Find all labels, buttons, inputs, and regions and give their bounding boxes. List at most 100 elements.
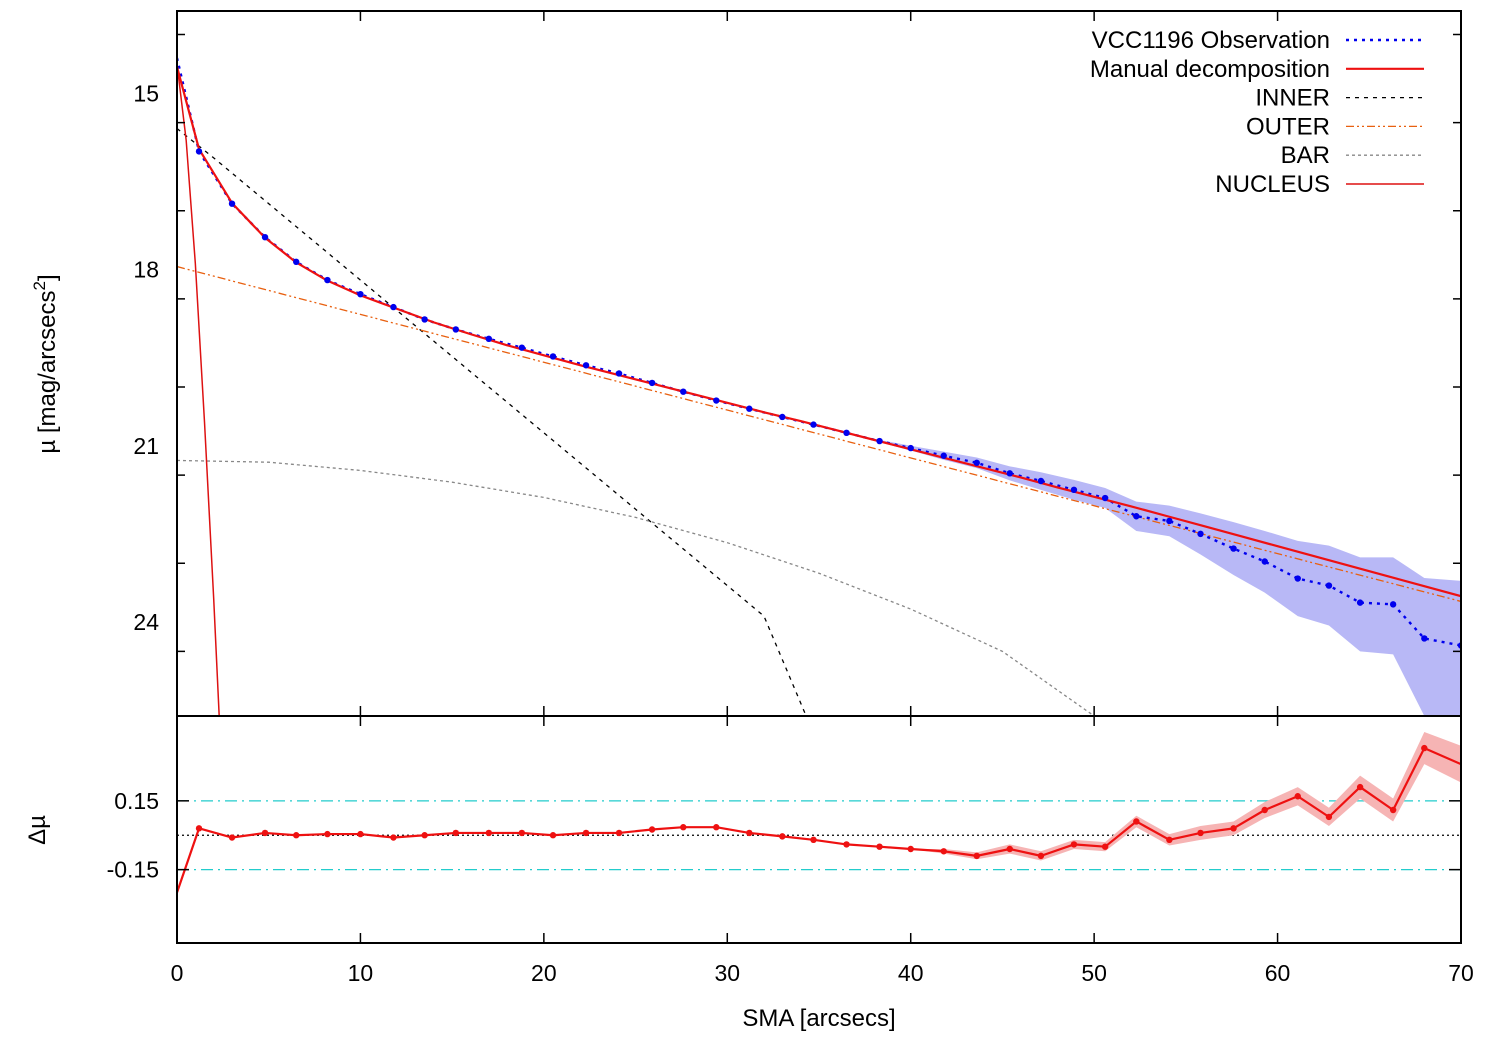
x-axis-label: SMA [arcsecs] [742,1005,895,1032]
observation-point [195,148,203,155]
observation-point [1356,599,1364,606]
residual-point [680,824,687,831]
series-line-inner [177,127,807,716]
legend-label: BAR [1281,142,1330,169]
legend-label: OUTER [1246,113,1330,140]
legend-label: VCC1196 Observation [1092,27,1330,54]
residual-point [390,834,397,841]
observation-point [1006,470,1013,477]
observation-point [324,276,331,284]
y-tick-label: 24 [133,609,159,635]
x-tick-label: 30 [714,960,740,986]
observation-point [1261,558,1268,565]
residual-point [1230,825,1237,832]
observation-point [518,344,526,351]
observation-point [1421,635,1428,642]
residual-point [1294,793,1301,800]
x-tick-label: 60 [1265,960,1291,986]
observation-point [357,290,364,298]
residual-point [1421,744,1428,752]
series-line-manual-decomposition [177,66,1461,598]
residual-point [582,829,590,837]
legend-label: INNER [1255,85,1330,112]
observation-point [1389,601,1397,608]
residual-point [1197,829,1204,837]
residual-point [261,829,269,837]
y-tick-label: 18 [133,257,159,283]
residual-point [1037,852,1045,860]
observation-point [1325,582,1333,589]
residual-point [615,829,623,837]
residual-point [357,830,364,838]
residual-point [195,825,203,832]
observation-point [843,429,850,437]
residual-point [1006,845,1013,853]
observation-point [452,326,460,333]
observation-point [1070,486,1078,494]
observation-point [1037,477,1045,485]
residual-point [452,829,460,837]
residual-frame [176,715,1462,944]
observation-point [1230,545,1237,552]
observation-point [615,370,623,377]
observation-point [810,421,817,428]
residual-point [228,834,236,841]
observation-point [390,303,397,311]
residual-point [746,829,753,837]
residual-point [810,836,817,844]
observation-point [485,335,493,343]
residual-point [940,848,947,855]
legend-label: NUCLEUS [1215,171,1330,198]
x-tick-label: 10 [348,960,374,986]
residual-y-axis-label: Δµ [24,815,51,845]
residual-point [1166,836,1173,844]
residual-point [973,852,980,860]
x-tick-label: 20 [531,960,557,986]
observation-error-band [177,58,1461,716]
residual-panel: 0.15 -0.15 0 10 20 30 40 50 60 70 Δµ SMA [arcsecs… [24,715,1474,1032]
residual-point [485,829,493,837]
observation-point [907,444,914,452]
residual-point [293,832,300,839]
residual-line [177,747,1461,893]
observation-point [713,397,720,404]
observation-point [779,413,786,421]
observation-point [648,379,656,387]
profile-panel: 15 18 21 24 µ [mag/arcsecs2] VCC1196 Observ… [30,10,1462,717]
residual-point [876,843,883,850]
series-line-nucleus [177,63,220,716]
y-tick-label: 0.15 [114,788,159,814]
residual-point [1325,813,1333,821]
observation-point [680,388,687,395]
x-tick-label: 0 [171,960,184,986]
observation-point [261,233,269,241]
observation-point [876,437,883,445]
observation-point [1197,530,1204,538]
residual-point [1070,841,1078,848]
x-tick-label: 70 [1448,960,1474,986]
residual-point [549,832,557,839]
residual-point [843,841,850,848]
residual-point [324,830,331,838]
y-axis-label: µ [mag/arcsecs2] [30,274,61,453]
residual-point [421,832,428,839]
residual-point [1389,806,1397,814]
residual-point [518,829,526,837]
observation-point [1294,575,1301,582]
observation-point [940,452,947,459]
residual-point [713,824,720,831]
residual-point [648,826,656,833]
observation-point [228,200,236,207]
legend-label: Manual decomposition [1090,56,1330,83]
residual-point [1356,783,1364,791]
series-line-bar [177,459,1095,716]
x-tick-label: 40 [898,960,924,986]
y-tick-label: 15 [133,80,159,106]
y-tick-label: 21 [133,433,159,459]
x-tick-label: 50 [1081,960,1107,986]
residual-point [779,833,786,840]
observation-point [549,353,557,360]
series-line-outer [177,265,1461,603]
